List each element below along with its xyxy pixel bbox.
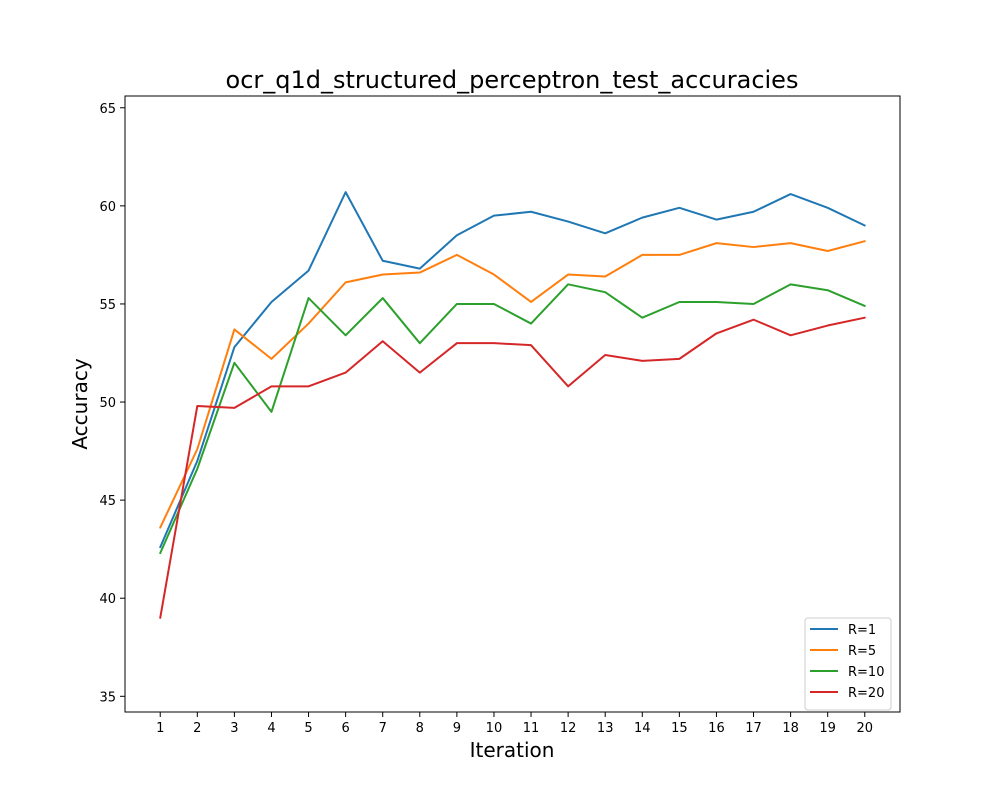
x-tick-label: 3 [230, 721, 238, 736]
x-tick-label: 10 [486, 721, 503, 736]
x-tick-label: 16 [708, 721, 725, 736]
plot-area: 1 2 3 4 5 6 7 8 9 10 11 12 13 14 15 16 17 18 19 20354045505… [99, 102, 873, 736]
legend: R=1 R=5 R=10 R=20 [804, 617, 892, 711]
x-tick-label: 18 [782, 721, 799, 736]
x-tick-label: 11 [523, 721, 540, 736]
legend-label: R=10 [848, 665, 884, 680]
y-tick-label: 45 [99, 494, 116, 509]
x-tick-label: 1 [156, 721, 164, 736]
legend-box [804, 617, 892, 711]
legend-label: R=1 [848, 623, 876, 638]
x-tick-label: 20 [856, 721, 873, 736]
legend-label: R=20 [848, 686, 884, 701]
series-line-r-1 [159, 191, 866, 549]
x-axis-label: Iteration [470, 738, 555, 762]
x-tick-label: 5 [304, 721, 312, 736]
x-tick-label: 7 [379, 721, 387, 736]
x-tick-label: 9 [453, 721, 461, 736]
x-tick-label: 12 [560, 721, 577, 736]
x-tick-label: 4 [267, 721, 275, 736]
chart-title: ocr_q1d_structured_perceptron_test_accur… [226, 66, 799, 94]
series-line-r-10 [159, 283, 866, 555]
y-tick-label: 60 [99, 200, 116, 215]
x-tick-label: 13 [597, 721, 614, 736]
x-tick-label: 15 [671, 721, 688, 736]
series-line-r-20 [159, 316, 866, 619]
y-tick-label: 35 [99, 690, 116, 705]
x-tick-label: 2 [193, 721, 201, 736]
x-tick-label: 6 [341, 721, 349, 736]
y-tick-label: 40 [99, 592, 116, 607]
y-tick-label: 55 [99, 298, 116, 313]
series-line-r-5 [159, 240, 866, 529]
plot-frame [124, 95, 901, 713]
y-tick-label: 50 [99, 396, 116, 411]
y-tick-label: 65 [99, 102, 116, 117]
x-tick-label: 8 [416, 721, 424, 736]
x-tick-label: 19 [819, 721, 836, 736]
x-tick-label: 14 [634, 721, 651, 736]
x-tick-label: 17 [745, 721, 762, 736]
legend-label: R=5 [848, 644, 876, 659]
y-axis-label: Accuracy [68, 358, 92, 449]
